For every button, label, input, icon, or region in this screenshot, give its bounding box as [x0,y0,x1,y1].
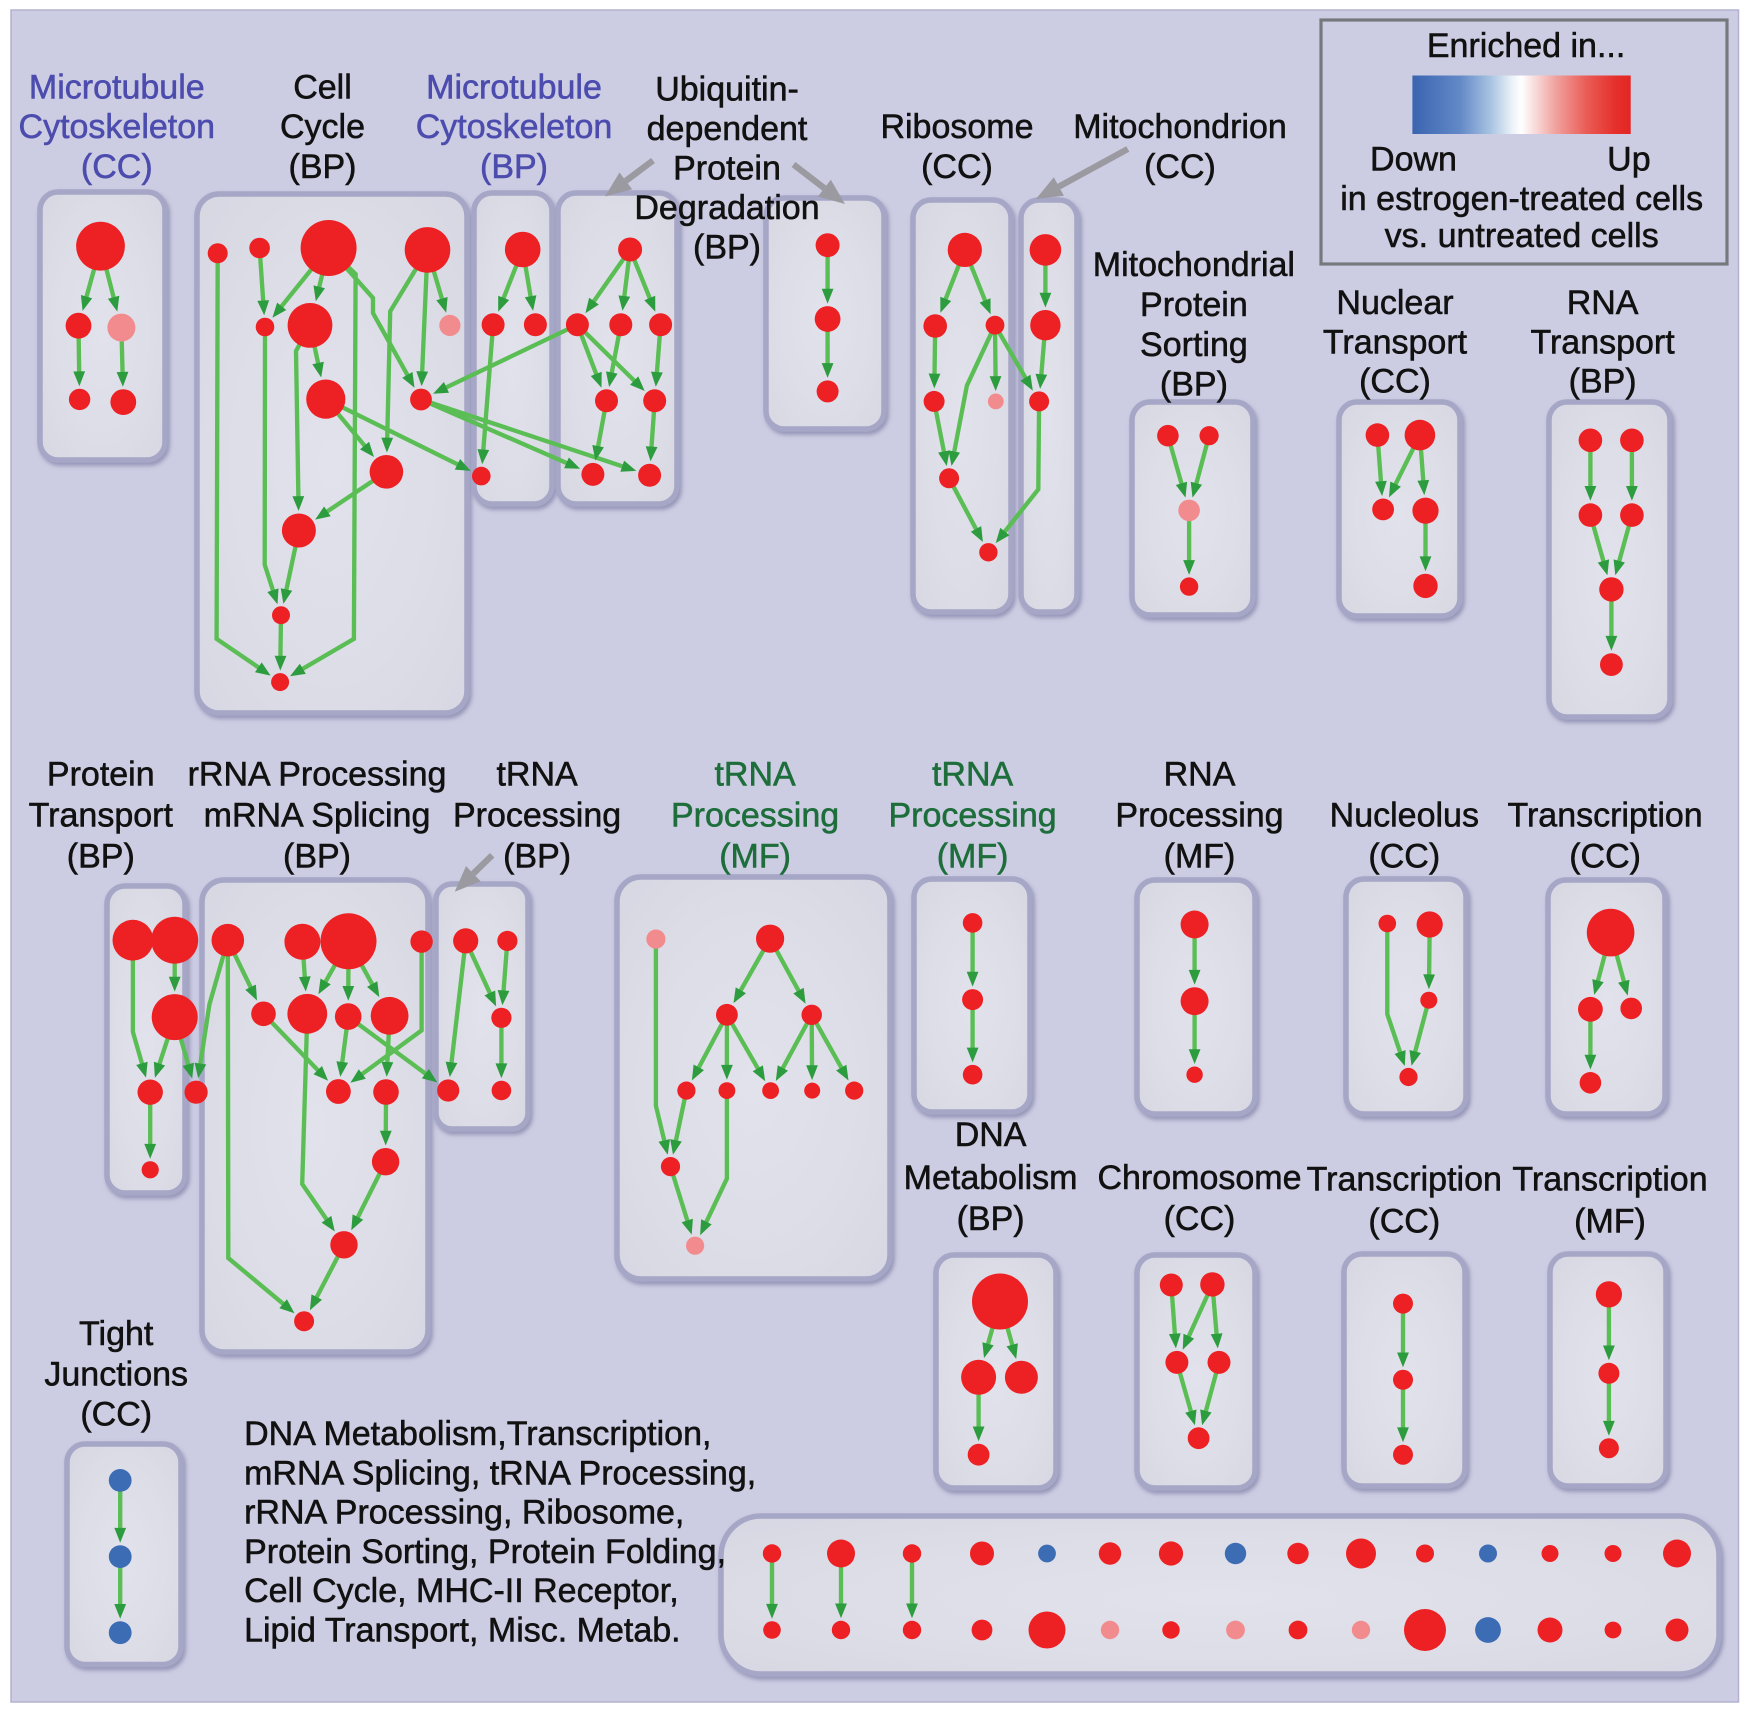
svg-text:Degradation: Degradation [634,189,819,227]
svg-text:tRNA: tRNA [496,756,578,794]
svg-text:Sorting: Sorting [1140,326,1248,364]
svg-text:mRNA Splicing, tRNA Processing: mRNA Splicing, tRNA Processing, [244,1454,756,1492]
svg-text:tRNA: tRNA [714,756,796,794]
svg-text:vs. untreated cells: vs. untreated cells [1385,217,1659,255]
svg-text:Nuclear: Nuclear [1336,284,1453,322]
svg-text:Microtubule: Microtubule [426,69,602,107]
svg-text:Tight: Tight [79,1315,154,1353]
svg-text:(BP): (BP) [1160,366,1228,404]
svg-text:(CC): (CC) [1368,837,1440,875]
svg-text:Cell Cycle, MHC-II Receptor,: Cell Cycle, MHC-II Receptor, [244,1572,679,1610]
svg-text:Chromosome: Chromosome [1097,1159,1301,1197]
svg-text:(BP): (BP) [1569,363,1637,401]
svg-text:RNA: RNA [1164,756,1236,794]
svg-text:Protein: Protein [1140,286,1248,324]
svg-text:(MF): (MF) [1164,837,1236,875]
svg-text:Down: Down [1370,141,1457,179]
svg-text:Enriched in...: Enriched in... [1427,27,1625,65]
svg-text:Cell: Cell [293,69,352,107]
svg-text:Cytoskeleton: Cytoskeleton [416,108,613,146]
svg-text:Processing: Processing [671,797,839,835]
svg-text:Up: Up [1607,141,1650,179]
svg-text:Protein: Protein [673,150,781,188]
svg-text:Transport: Transport [1323,323,1468,361]
svg-text:Junctions: Junctions [44,1355,188,1393]
svg-text:Transport: Transport [1530,323,1675,361]
svg-text:Nucleolus: Nucleolus [1330,797,1479,835]
svg-text:RNA: RNA [1567,284,1639,322]
svg-text:Metabolism: Metabolism [904,1159,1078,1197]
svg-text:Mitochondrial: Mitochondrial [1093,246,1295,284]
svg-text:Protein Sorting, Protein Foldi: Protein Sorting, Protein Folding, [244,1533,726,1571]
svg-text:tRNA: tRNA [932,756,1014,794]
svg-text:Lipid Transport, Misc. Metab.: Lipid Transport, Misc. Metab. [244,1612,681,1650]
svg-text:Processing: Processing [1115,797,1283,835]
svg-text:(CC): (CC) [1569,837,1641,875]
svg-text:Protein: Protein [47,756,155,794]
svg-text:(BP): (BP) [957,1200,1025,1238]
svg-text:Transcription: Transcription [1307,1161,1502,1199]
svg-text:rRNA Processing: rRNA Processing [188,756,447,794]
svg-text:(CC): (CC) [1164,1200,1236,1238]
svg-text:(BP): (BP) [283,837,351,875]
svg-text:DNA Metabolism,Transcription,: DNA Metabolism,Transcription, [244,1415,711,1453]
svg-text:(CC): (CC) [921,148,993,186]
svg-text:(MF): (MF) [719,837,791,875]
svg-text:(BP): (BP) [67,837,135,875]
svg-text:(MF): (MF) [1574,1203,1646,1241]
svg-text:(CC): (CC) [1144,148,1216,186]
svg-text:Processing: Processing [888,797,1056,835]
svg-text:(BP): (BP) [693,229,761,267]
svg-text:rRNA Processing, Ribosome,: rRNA Processing, Ribosome, [244,1494,684,1532]
svg-text:Mitochondrion: Mitochondrion [1073,108,1287,146]
svg-text:(BP): (BP) [480,148,548,186]
svg-text:(CC): (CC) [80,1396,152,1434]
svg-text:Ribosome: Ribosome [880,108,1033,146]
svg-text:dependent: dependent [647,110,808,148]
svg-text:(CC): (CC) [81,148,153,186]
svg-text:DNA: DNA [955,1116,1027,1154]
svg-text:(MF): (MF) [937,837,1009,875]
svg-text:mRNA Splicing: mRNA Splicing [204,797,431,835]
svg-text:(BP): (BP) [503,837,571,875]
svg-text:Transport: Transport [29,797,174,835]
svg-text:Ubiquitin-: Ubiquitin- [655,71,799,109]
svg-text:(CC): (CC) [1368,1203,1440,1241]
svg-text:in estrogen-treated cells: in estrogen-treated cells [1340,180,1703,218]
svg-text:(CC): (CC) [1359,363,1431,401]
svg-text:Microtubule: Microtubule [29,69,205,107]
svg-text:Transcription: Transcription [1507,797,1702,835]
svg-text:(BP): (BP) [289,148,357,186]
svg-text:Processing: Processing [453,797,621,835]
svg-text:Cytoskeleton: Cytoskeleton [19,108,216,146]
svg-text:Transcription: Transcription [1512,1161,1707,1199]
svg-text:Cycle: Cycle [280,108,365,146]
